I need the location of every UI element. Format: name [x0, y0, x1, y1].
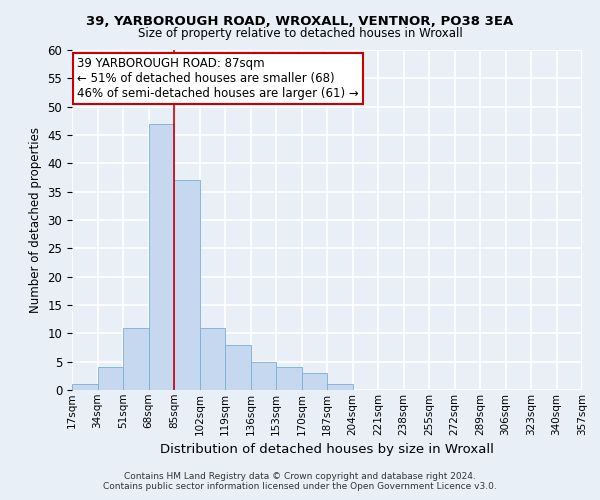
Text: 39, YARBOROUGH ROAD, WROXALL, VENTNOR, PO38 3EA: 39, YARBOROUGH ROAD, WROXALL, VENTNOR, P… [86, 15, 514, 28]
Bar [174, 180, 199, 390]
Bar [251, 362, 276, 390]
Y-axis label: Number of detached properties: Number of detached properties [29, 127, 42, 313]
Text: 39 YARBOROUGH ROAD: 87sqm
← 51% of detached houses are smaller (68)
46% of semi-: 39 YARBOROUGH ROAD: 87sqm ← 51% of detac… [77, 57, 359, 100]
Bar [97, 368, 123, 390]
Text: Contains public sector information licensed under the Open Government Licence v3: Contains public sector information licen… [103, 482, 497, 491]
Bar [123, 328, 149, 390]
Bar [72, 384, 97, 390]
Bar [327, 384, 353, 390]
Text: Size of property relative to detached houses in Wroxall: Size of property relative to detached ho… [137, 28, 463, 40]
Bar [302, 373, 327, 390]
Bar [276, 368, 302, 390]
X-axis label: Distribution of detached houses by size in Wroxall: Distribution of detached houses by size … [160, 443, 494, 456]
Bar [225, 344, 251, 390]
Bar [199, 328, 225, 390]
Bar [149, 124, 174, 390]
Text: Contains HM Land Registry data © Crown copyright and database right 2024.: Contains HM Land Registry data © Crown c… [124, 472, 476, 481]
